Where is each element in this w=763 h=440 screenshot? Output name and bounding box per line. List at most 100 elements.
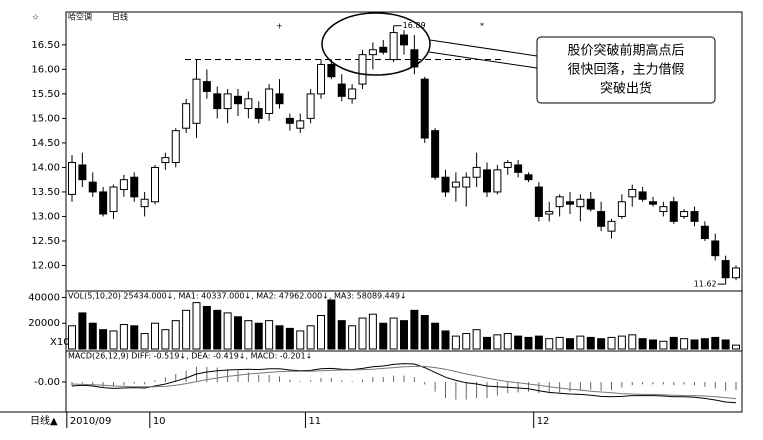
macd-line — [71, 365, 737, 400]
volume-bar — [649, 339, 657, 350]
y-tick-label: 14.00 — [31, 162, 60, 173]
volume-bar — [441, 330, 450, 350]
volume-bar — [254, 322, 263, 350]
volume-bar — [171, 320, 180, 350]
macd-line — [71, 363, 737, 404]
candle-body — [88, 181, 97, 193]
candle-body — [617, 201, 626, 217]
volume-bar — [368, 313, 377, 350]
x-tick-label: 2010/09 — [70, 416, 112, 427]
candle-body — [472, 166, 481, 178]
y-tick-label: 13.00 — [31, 211, 60, 222]
callout-text: 很快回落，主力借假 — [567, 63, 684, 78]
volume-bar — [732, 344, 740, 350]
candle-body — [285, 117, 294, 124]
volume-unit: X10 — [50, 337, 70, 348]
volume-bar — [358, 317, 367, 350]
volume-bar — [524, 336, 533, 350]
candle-body — [545, 211, 554, 215]
volume-bar — [275, 325, 284, 350]
volume-bar — [545, 338, 554, 350]
candle-body — [680, 211, 689, 217]
candle-body — [140, 198, 149, 208]
volume-bar — [566, 338, 574, 350]
volume-bar — [472, 329, 481, 350]
volume-bar — [669, 336, 678, 350]
star-icon: ☆ — [32, 13, 39, 22]
y-tick-label: 20000 — [28, 318, 60, 329]
volume-bar — [493, 334, 502, 350]
candle-body — [254, 108, 263, 119]
macd-legend: MACD(26,12,9) DIFF: -0.519↓, DEA: -0.419… — [68, 352, 312, 361]
volume-bar — [389, 317, 398, 350]
volume-bar — [586, 336, 595, 350]
y-tick-label: 15.50 — [31, 89, 60, 100]
volume-bar — [119, 324, 128, 350]
volume-bar — [140, 333, 149, 350]
volume-bar — [462, 333, 471, 350]
volume-bar — [534, 335, 543, 350]
callout-text: 股价突破前期高点后 — [567, 43, 684, 59]
volume-bar — [337, 320, 346, 350]
volume-bar — [607, 336, 616, 350]
candle-body — [234, 95, 242, 105]
candle-body — [296, 120, 305, 129]
candle-body — [202, 81, 211, 92]
candle-body — [358, 54, 367, 85]
y-tick-label: 16.50 — [31, 40, 60, 51]
volume-bar — [285, 327, 294, 350]
volume-bar — [68, 325, 76, 350]
volume-bar — [265, 320, 274, 350]
candle-body — [597, 211, 606, 227]
x-tick-label: 11 — [308, 416, 321, 427]
y-tick-label: -0.00 — [34, 377, 60, 388]
candle-body — [514, 164, 523, 173]
candle-body — [607, 220, 616, 232]
candle-body — [628, 188, 637, 198]
candle-body — [576, 198, 585, 208]
volume-bar — [711, 336, 720, 350]
volume-bar — [109, 330, 118, 350]
candle-body — [659, 206, 668, 213]
candle-body — [306, 93, 315, 119]
volume-bar — [690, 339, 699, 350]
volume-bar — [88, 322, 97, 350]
volume-bar — [514, 335, 523, 350]
candle-body — [420, 78, 429, 139]
candle-body — [700, 225, 709, 240]
candle-body — [171, 130, 180, 164]
y-tick-label: 13.50 — [31, 187, 60, 198]
volume-bar — [628, 334, 637, 350]
y-tick-label: 16.00 — [31, 64, 60, 75]
marker: + — [276, 22, 283, 31]
volume-bar — [503, 333, 512, 350]
candle-body — [379, 46, 388, 53]
candle-body — [721, 260, 730, 279]
candle-body — [566, 201, 574, 205]
volume-bar — [431, 322, 440, 350]
candle-body — [534, 186, 543, 217]
candle-body — [348, 88, 357, 100]
candle-body — [109, 186, 118, 213]
stock-name: 哈空调 — [68, 12, 92, 22]
candle-body — [244, 98, 253, 110]
volume-bar — [99, 329, 108, 350]
candle-body — [213, 93, 222, 110]
candle-body — [462, 176, 471, 188]
volume-bar — [721, 339, 730, 350]
candle-body — [400, 34, 408, 46]
volume-bar — [151, 322, 159, 350]
period-footer: 日线▲ — [30, 414, 58, 427]
x-tick-label: 12 — [537, 416, 550, 427]
candle-body — [99, 191, 108, 215]
y-tick-label: 14.50 — [31, 138, 60, 149]
candle-body — [275, 93, 284, 105]
candle-body — [317, 63, 325, 95]
volume-bar — [202, 305, 211, 350]
candle-body — [68, 162, 76, 195]
y-tick-label: 12.50 — [31, 236, 60, 247]
callout-line — [429, 39, 538, 57]
marker: * — [480, 22, 484, 31]
candle-body — [78, 164, 87, 181]
volume-bar — [659, 340, 668, 350]
